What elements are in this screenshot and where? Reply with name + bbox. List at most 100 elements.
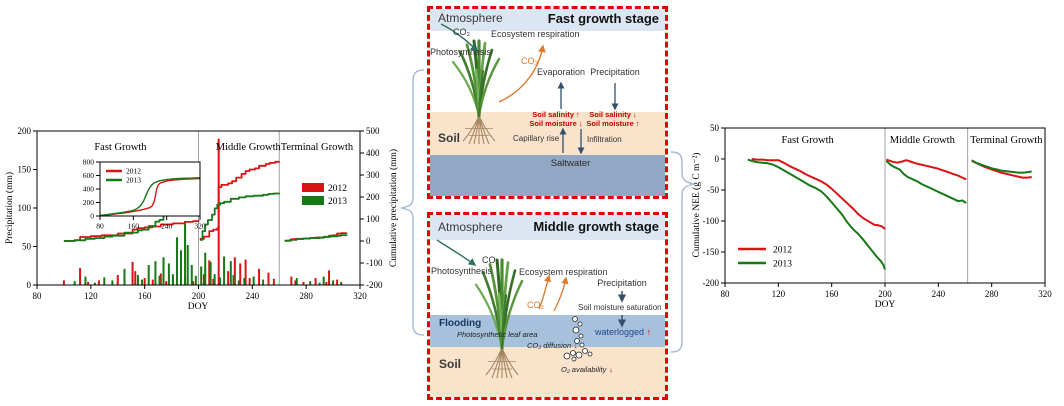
o2-availability-text: O₂ availability [561, 365, 607, 374]
svg-text:100: 100 [366, 214, 380, 224]
svg-text:200: 200 [18, 126, 32, 136]
svg-text:0: 0 [366, 236, 371, 246]
down-arrow-icon: ↓ [608, 365, 613, 374]
soil-salinity-up-label: Soil salinity ↑ [532, 110, 580, 119]
svg-text:2012: 2012 [328, 184, 347, 194]
svg-text:80: 80 [721, 289, 731, 299]
svg-text:800: 800 [83, 158, 95, 167]
svg-text:320: 320 [353, 291, 367, 301]
svg-text:Precipitation (mm): Precipitation (mm) [4, 172, 15, 244]
svg-text:240: 240 [246, 291, 260, 301]
svg-text:-100: -100 [366, 258, 383, 268]
svg-text:2013: 2013 [126, 176, 141, 185]
svg-text:50: 50 [22, 242, 32, 252]
svg-text:200: 200 [83, 198, 95, 207]
soil-moisture-up-label: Soil moisture ↑ [586, 119, 640, 128]
svg-text:280: 280 [985, 289, 999, 299]
svg-text:Cumulative precipitation (mm): Cumulative precipitation (mm) [388, 149, 399, 267]
waterlogged-label: waterlogged ↑ [595, 327, 651, 337]
bracket-right [670, 151, 695, 353]
svg-text:160: 160 [825, 289, 839, 299]
photosynthesis-label: Photosynthesis [431, 266, 493, 276]
precipitation-label: Precipitation [597, 278, 647, 288]
svg-text:600: 600 [83, 171, 95, 180]
svg-text:120: 120 [84, 291, 98, 301]
ecosystem-respiration-label: Ecosystem respiration [491, 29, 580, 39]
chart-nee: 80 120 160 200 240 280 320 -200 -150 -100 -50 0 50 Fa… [691, 123, 1052, 310]
atmosphere-band [430, 215, 665, 240]
svg-text:-200: -200 [703, 278, 720, 288]
soil-moisture-down-label: Soil moisture ↓ [529, 119, 583, 128]
bracket-left [400, 69, 425, 336]
svg-text:Middle Growth: Middle Growth [216, 142, 282, 153]
svg-text:280: 280 [299, 291, 313, 301]
svg-text:-200: -200 [366, 280, 383, 290]
svg-text:Middle Growth: Middle Growth [890, 135, 956, 146]
capillary-rise-label: Capillary rise [513, 134, 560, 143]
svg-text:Terminal Growth: Terminal Growth [281, 142, 354, 153]
svg-text:0: 0 [27, 280, 32, 290]
evaporation-label: Evaporation [536, 67, 586, 77]
fast-growth-stage-diagram: Atmosphere Fast growth stage CO₂ Photosy… [427, 6, 668, 199]
svg-text:200: 200 [192, 291, 206, 301]
svg-text:2012: 2012 [773, 245, 792, 255]
svg-text:DOY: DOY [875, 300, 896, 310]
svg-text:120: 120 [772, 289, 786, 299]
soil-salinity-moisture-annotation: Soil salinity ↓ Soil moisture ↑ [583, 110, 643, 128]
svg-text:400: 400 [83, 185, 95, 194]
soil-label: Soil [438, 131, 461, 145]
svg-text:50: 50 [710, 123, 720, 133]
svg-text:Fast Growth: Fast Growth [782, 135, 835, 146]
svg-text:Fast Growth: Fast Growth [94, 142, 147, 153]
saltwater-band [430, 155, 665, 196]
up-arrow-icon: ↑ [646, 327, 652, 337]
svg-text:160: 160 [138, 291, 152, 301]
svg-text:0: 0 [715, 154, 720, 164]
svg-text:160: 160 [128, 222, 140, 231]
svg-text:-100: -100 [703, 216, 720, 226]
middle-growth-stage-diagram: Atmosphere Middle growth stage Photosynt… [427, 212, 668, 400]
svg-text:2013: 2013 [773, 259, 792, 269]
soil-label: Soil [439, 357, 462, 371]
precipitation-label: Precipitation [590, 67, 640, 77]
svg-text:320: 320 [194, 222, 206, 231]
svg-text:Cumulative NEE (g C m⁻²): Cumulative NEE (g C m⁻²) [691, 153, 702, 258]
soil-salinity-down-label: Soil salinity ↓ [589, 110, 637, 119]
photosynthesis-label: Photosynthesis [430, 47, 492, 57]
co2-label: CO₂ [527, 300, 544, 310]
svg-text:320: 320 [1038, 289, 1052, 299]
svg-text:2013: 2013 [328, 197, 347, 207]
waterlogged-text: waterlogged [595, 327, 645, 337]
co2-diffusion-label: CO₂ diffusion ↓ [527, 340, 578, 351]
soil-moisture-saturation-label: Soil moisture saturation [578, 303, 662, 312]
flooding-label: Flooding [439, 318, 482, 329]
svg-text:-150: -150 [703, 247, 720, 257]
svg-text:80: 80 [33, 291, 43, 301]
co2-diffusion-text: CO₂ diffusion [527, 341, 572, 350]
co2-label: CO₂ [521, 56, 538, 66]
svg-text:DOY: DOY [188, 302, 209, 312]
svg-text:100: 100 [18, 203, 32, 213]
svg-text:Terminal Growth: Terminal Growth [970, 135, 1043, 146]
svg-text:200: 200 [878, 289, 892, 299]
co2-label: CO₂ [482, 255, 499, 265]
photosynthetic-leaf-area-label: Photosynthetic leaf area [457, 330, 538, 339]
soil-salinity-moisture-annotation: Soil salinity ↑ Soil moisture ↓ [527, 110, 585, 128]
atmosphere-label: Atmosphere [438, 11, 503, 25]
svg-text:500: 500 [366, 126, 380, 136]
atmosphere-label: Atmosphere [438, 220, 503, 234]
svg-text:240: 240 [161, 222, 173, 231]
svg-text:80: 80 [96, 222, 104, 231]
o2-availability-label: O₂ availability ↓ [561, 364, 613, 375]
chart-precip: 80 120 160 200 240 280 320 0 50 100 150 200 -200 -100… [4, 126, 399, 312]
svg-text:300: 300 [366, 170, 380, 180]
saltwater-label: Saltwater [550, 158, 591, 169]
svg-text:400: 400 [366, 148, 380, 158]
co2-label: CO₂ [453, 27, 470, 37]
infiltration-label: Infiltration [587, 135, 622, 144]
ecosystem-respiration-label: Ecosystem respiration [519, 267, 608, 277]
svg-text:150: 150 [18, 165, 32, 175]
